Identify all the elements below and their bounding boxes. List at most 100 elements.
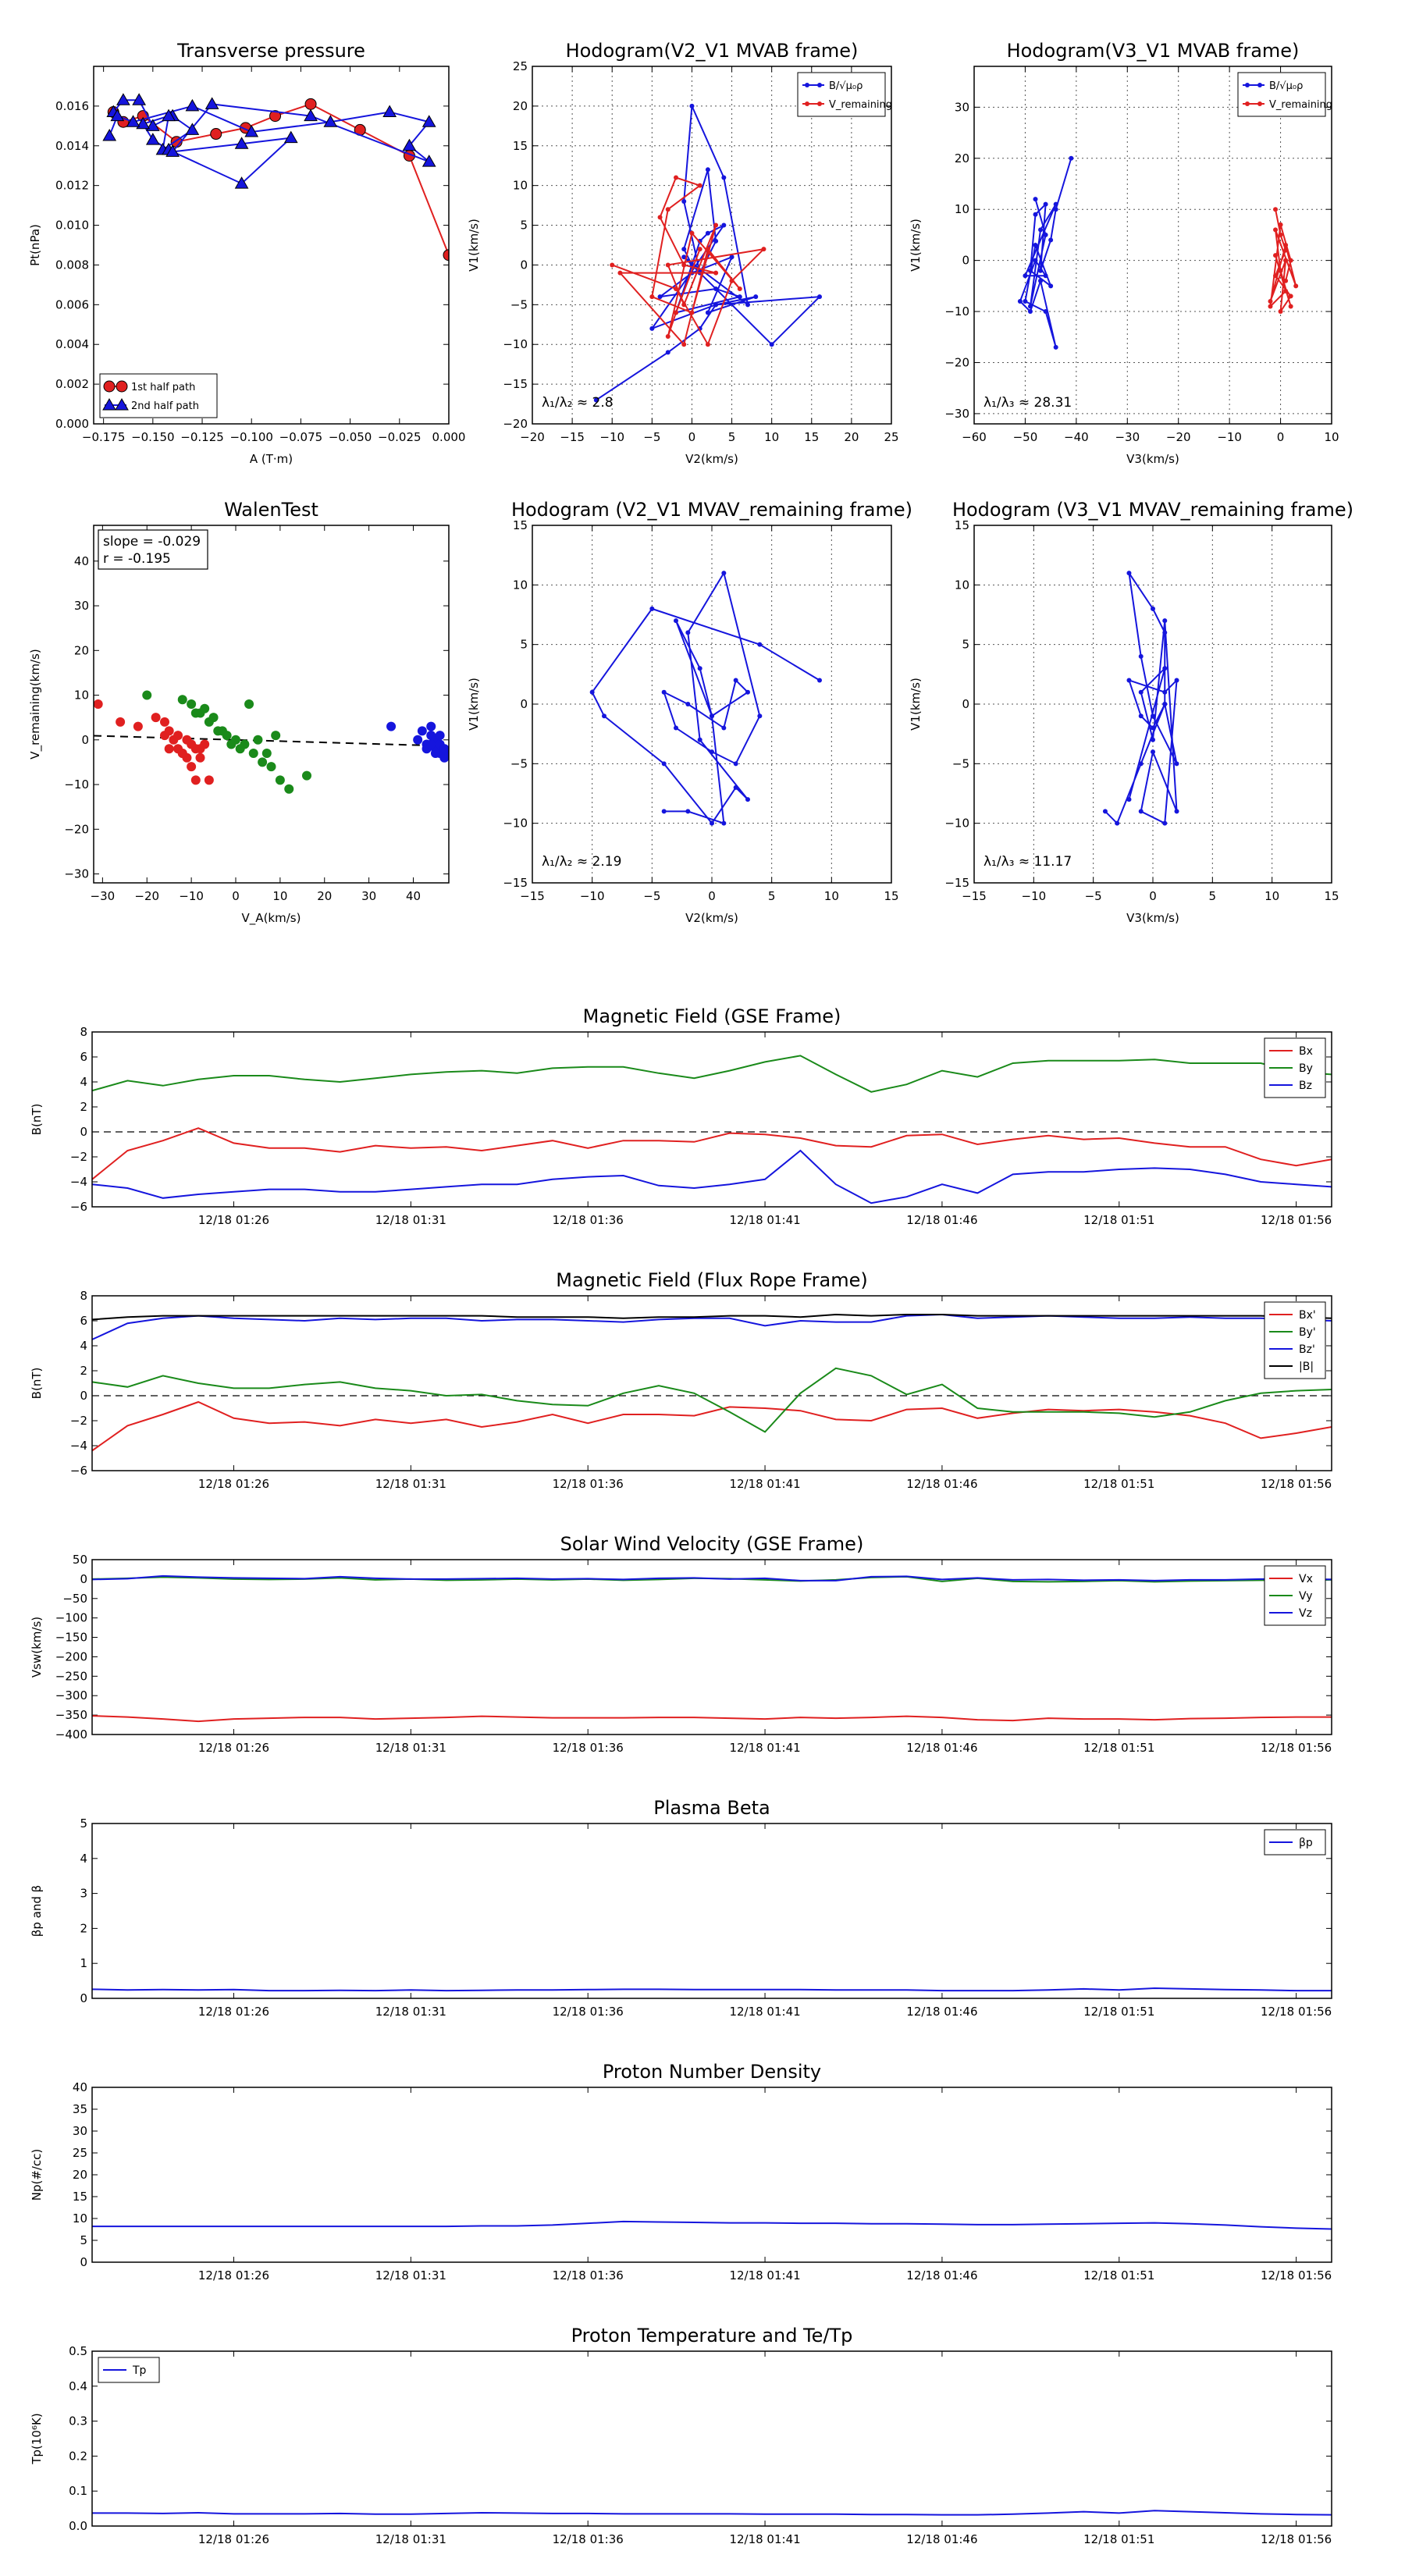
y-tick-label: −15 xyxy=(944,876,969,890)
data-point xyxy=(1053,207,1058,212)
data-point xyxy=(1017,298,1023,304)
legend-label: By xyxy=(1299,1062,1313,1075)
data-point xyxy=(665,350,670,355)
legend-marker xyxy=(805,83,809,87)
y-tick-label: 0.016 xyxy=(55,99,89,113)
y-tick-label: 0 xyxy=(520,258,528,272)
data-point xyxy=(705,342,710,347)
legend-label: 2nd half path xyxy=(131,400,199,412)
plot-area xyxy=(92,1574,1332,1723)
legend-label: By' xyxy=(1299,1326,1316,1339)
time-panel-1-frame xyxy=(91,1295,1332,1471)
y-tick-label: 15 xyxy=(513,139,528,153)
legend-marker xyxy=(1257,101,1262,106)
y-axis-label: B(nT) xyxy=(30,1368,44,1400)
data-point xyxy=(1043,273,1048,279)
time-tick-label: 12/18 01:41 xyxy=(729,1213,800,1227)
y-tick-label: 30 xyxy=(74,599,89,613)
legend-label: V_remaining xyxy=(1269,99,1332,111)
data-point xyxy=(1151,713,1155,719)
time-panel-5: Proton Temperature and Te/Tp Tp(10⁶K) 12/1… xyxy=(30,2325,1332,2546)
legend-label: |B| xyxy=(1299,1361,1314,1373)
data-point xyxy=(697,666,702,671)
data-point xyxy=(602,713,606,719)
data-point xyxy=(190,744,201,754)
x-tick-label: −0.025 xyxy=(378,430,422,444)
data-point xyxy=(713,238,719,244)
y-tick-label: 30 xyxy=(73,2124,87,2138)
y-axis-label: B(nT) xyxy=(30,1104,44,1136)
data-point xyxy=(817,678,822,683)
data-point xyxy=(195,753,205,763)
data-point xyxy=(1138,653,1144,659)
legend-label: Tp xyxy=(132,2364,147,2377)
y-tick-label: 0 xyxy=(80,1389,87,1403)
chart-title: Proton Number Density xyxy=(603,2061,821,2083)
data-point xyxy=(713,302,719,308)
y-tick-label: 40 xyxy=(73,2080,87,2094)
y-tick-label: 4 xyxy=(80,1852,87,1866)
top-panel-0: −0.175 −0.150 −0.125 −0.100 −0.075 −0.050 −0.0… xyxy=(28,40,465,466)
data-point xyxy=(151,713,161,723)
series-line-0 xyxy=(591,571,820,825)
series-line-0 xyxy=(92,1127,1332,1180)
data-point xyxy=(721,175,727,180)
data-point xyxy=(710,820,714,826)
data-point xyxy=(200,739,210,749)
legend: Bx' By' Bz' |B| xyxy=(1264,1301,1326,1379)
time-tick-label: 12/18 01:26 xyxy=(198,1741,269,1755)
top-panel-0-frame xyxy=(93,66,450,425)
series-line-0 xyxy=(92,1715,1332,1723)
y-tick-label: 0.5 xyxy=(69,2344,87,2358)
series-line-0 xyxy=(92,1987,1332,1992)
x-tick-label: −5 xyxy=(643,889,660,903)
y-tick-label: −200 xyxy=(55,1649,87,1663)
time-panel-3: Plasma Beta βp and β 12/18 01:26 12/18 01:3… xyxy=(30,1797,1332,2019)
data-point xyxy=(177,695,187,705)
y-tick-label: 0.012 xyxy=(55,179,89,193)
series-line-0 xyxy=(92,2220,1332,2230)
legend-box xyxy=(797,72,886,117)
data-point xyxy=(1283,258,1289,263)
data-point xyxy=(1048,283,1054,289)
x-tick-label: −30 xyxy=(1115,430,1140,444)
data-point xyxy=(745,689,750,695)
y-tick-label: 6 xyxy=(80,1314,87,1328)
data-point xyxy=(426,739,436,749)
data-point xyxy=(165,144,180,157)
y-tick-label: 10 xyxy=(955,202,969,216)
time-tick-label: 12/18 01:36 xyxy=(553,2005,624,2019)
data-point xyxy=(593,397,599,403)
y-tick-label: 0.002 xyxy=(55,377,89,391)
x-tick-label: −10 xyxy=(580,889,605,903)
data-point xyxy=(234,176,249,189)
data-point xyxy=(1138,809,1144,814)
data-point xyxy=(681,199,687,205)
data-point xyxy=(1268,304,1273,309)
data-point xyxy=(110,109,125,122)
data-point xyxy=(185,123,200,135)
legend-label: βp xyxy=(1299,1837,1313,1849)
data-point xyxy=(757,713,763,719)
data-point xyxy=(261,748,272,758)
y-tick-label: 2 xyxy=(80,1921,87,1935)
time-tick-label: 12/18 01:56 xyxy=(1261,2005,1332,2019)
y-tick-label: −10 xyxy=(944,817,969,831)
data-point xyxy=(275,775,285,785)
y-axis-label: Np(#/cc) xyxy=(30,2149,44,2201)
time-tick-label: 12/18 01:31 xyxy=(375,1477,446,1491)
data-point xyxy=(116,717,126,727)
data-point xyxy=(1102,809,1108,814)
y-tick-label: −400 xyxy=(55,1727,87,1742)
y-tick-label: −2 xyxy=(70,1414,87,1428)
y-tick-label: 0.008 xyxy=(55,258,89,272)
y-tick-label: 25 xyxy=(73,2146,87,2160)
y-tick-label: 35 xyxy=(73,2102,87,2116)
data-point xyxy=(753,294,759,300)
eigenvalue-ratio-annotation: λ₁/λ₃ ≈ 11.17 xyxy=(984,854,1072,870)
data-point xyxy=(697,737,702,742)
time-tick-label: 12/18 01:56 xyxy=(1261,1741,1332,1755)
time-tick-label: 12/18 01:36 xyxy=(553,1213,624,1227)
data-point xyxy=(1138,761,1144,767)
